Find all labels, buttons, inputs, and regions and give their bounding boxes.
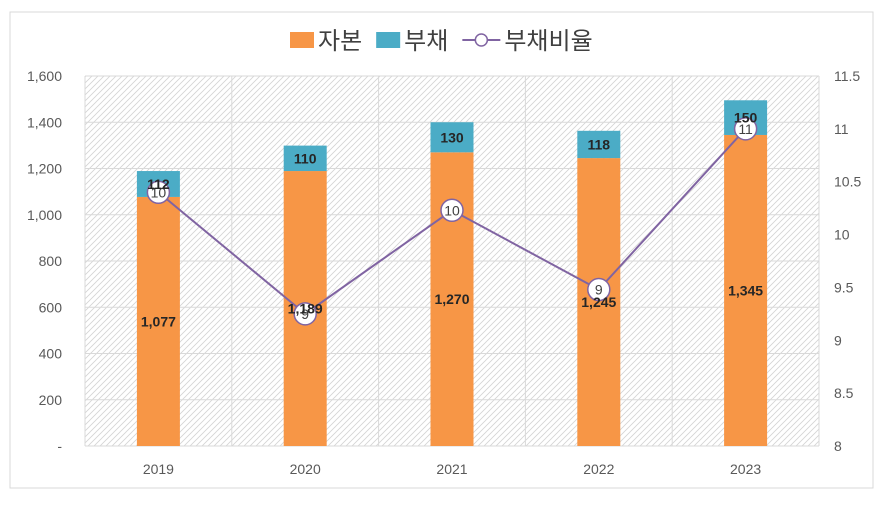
y-right-tick-label: 8.5 [834,385,854,401]
ratio-line-group: 10 9 10 9 11 [146,117,758,326]
y-right-tick-label: 8 [834,438,842,454]
debt-data-label: 110 [294,150,317,166]
bar-debt [577,130,621,159]
legend-label-ratio: 부채비율 [504,28,592,55]
bar-debt [430,122,474,153]
data-labels: 1,077 112 1,189 110 1,270 130 1,245 118 1,345 150 [141,110,763,330]
y-right-tick-label: 10.5 [834,174,861,190]
y-left-tick-label: 1,000 [27,207,62,223]
bar-capital [577,158,621,446]
y-left-tick-label: 600 [39,299,63,315]
y-left-tick-label: - [57,438,62,454]
ratio-marker [440,198,464,223]
legend: 자본 부채 부채비율 [290,28,593,55]
capital-data-label: 1,189 [288,301,323,317]
legend-swatch-debt [376,32,401,48]
y-left-tick-label: 400 [39,346,63,362]
legend-swatch-ratio-marker [474,33,489,47]
y-right-tick-label: 11 [834,121,849,137]
ratio-data-label: 11 [738,121,753,137]
ratio-marker [146,180,171,205]
ratio-data-label: 10 [444,202,460,218]
ratio-marker [293,302,317,326]
x-tick-label: 2020 [290,461,321,477]
y-left-tick-label: 800 [39,253,63,269]
legend-label-capital: 자본 [318,28,362,55]
ratio-data-label: 9 [595,282,603,298]
bar-debt [283,145,327,172]
x-tick-label: 2023 [730,461,761,477]
y-left-tick-label: 1,400 [27,114,62,130]
legend-label-debt: 부채 [404,28,448,55]
capital-data-label: 1,345 [728,282,763,298]
ratio-data-label: 10 [151,184,167,200]
bar-capital [724,134,768,446]
debt-data-label: 112 [147,176,170,192]
y-right-tick-label: 9.5 [834,279,854,295]
bar-capital [136,196,180,446]
capital-data-label: 1,270 [434,291,469,307]
y-left-tick-label: 1,600 [27,68,62,84]
x-tick-label: 2022 [583,461,614,477]
debt-data-label: 118 [588,136,611,152]
y-right-tick-label: 9 [834,332,842,348]
legend-swatch-capital [290,32,314,48]
ratio-marker [587,277,611,302]
ratio-marker [733,117,758,141]
capital-data-label: 1,077 [141,313,176,329]
y-right-tick-label: 11.5 [834,68,860,84]
axes: - 200 400 600 800 1,000 1,200 1,400 1,600 8 8.5 9 9.… [27,68,862,477]
debt-data-label: 150 [734,110,758,126]
y-left-tick-label: 200 [39,392,63,408]
y-left-tick-label: 1,200 [27,161,62,177]
x-tick-label: 2021 [436,461,467,477]
debt-data-label: 130 [440,129,464,145]
x-tick-label: 2019 [143,461,174,477]
capital-data-label: 1,245 [581,294,616,310]
y-right-tick-label: 10 [834,227,850,243]
bars [136,100,768,446]
ratio-data-label: 9 [301,306,309,322]
